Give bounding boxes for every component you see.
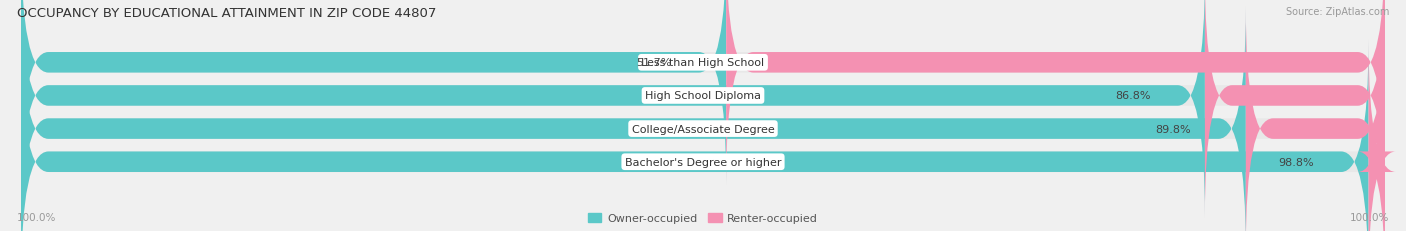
Legend: Owner-occupied, Renter-occupied: Owner-occupied, Renter-occupied	[588, 213, 818, 223]
Text: 100.0%: 100.0%	[1350, 212, 1389, 222]
FancyBboxPatch shape	[21, 0, 1385, 185]
Text: OCCUPANCY BY EDUCATIONAL ATTAINMENT IN ZIP CODE 44807: OCCUPANCY BY EDUCATIONAL ATTAINMENT IN Z…	[17, 7, 436, 20]
Text: 86.8%: 86.8%	[1115, 91, 1150, 101]
Text: High School Diploma: High School Diploma	[645, 91, 761, 101]
FancyBboxPatch shape	[21, 0, 1385, 218]
Text: Less than High School: Less than High School	[641, 58, 765, 68]
Text: Bachelor's Degree or higher: Bachelor's Degree or higher	[624, 157, 782, 167]
Text: 51.7%: 51.7%	[637, 58, 672, 68]
FancyBboxPatch shape	[21, 40, 1368, 231]
FancyBboxPatch shape	[1358, 40, 1396, 231]
Text: College/Associate Degree: College/Associate Degree	[631, 124, 775, 134]
Text: Source: ZipAtlas.com: Source: ZipAtlas.com	[1285, 7, 1389, 17]
FancyBboxPatch shape	[21, 0, 725, 185]
FancyBboxPatch shape	[21, 7, 1385, 231]
Text: 100.0%: 100.0%	[17, 212, 56, 222]
Text: 89.8%: 89.8%	[1156, 124, 1191, 134]
FancyBboxPatch shape	[21, 40, 1385, 231]
FancyBboxPatch shape	[1246, 7, 1385, 231]
FancyBboxPatch shape	[725, 0, 1385, 185]
Text: 98.8%: 98.8%	[1278, 157, 1315, 167]
FancyBboxPatch shape	[1205, 0, 1385, 218]
FancyBboxPatch shape	[21, 7, 1246, 231]
FancyBboxPatch shape	[21, 0, 1205, 218]
